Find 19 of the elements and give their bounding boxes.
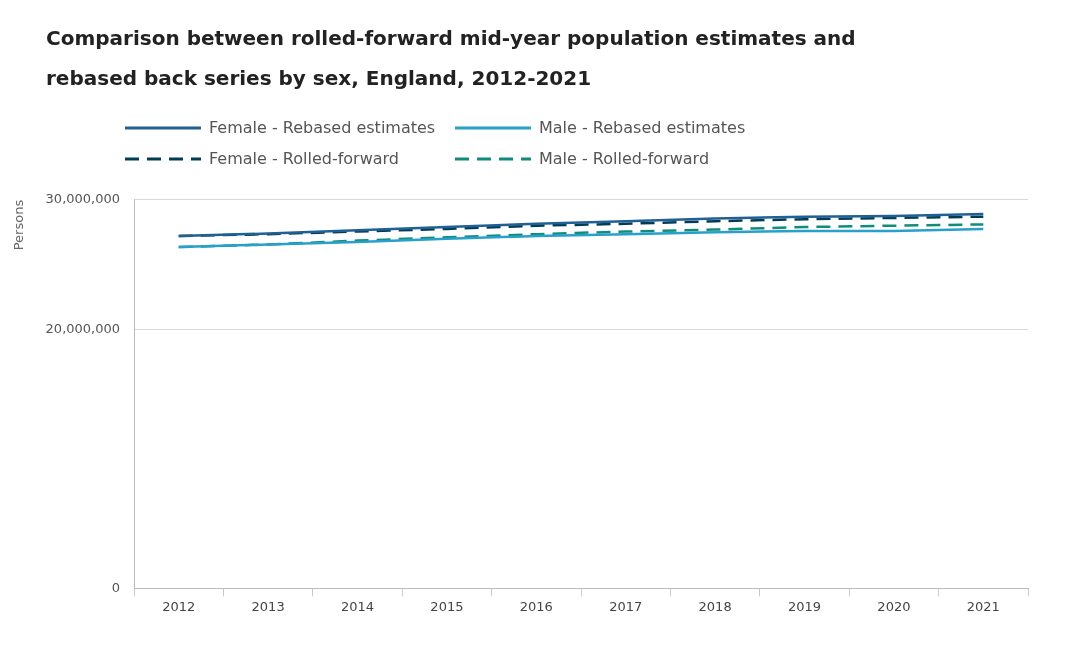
legend-label: Female - Rolled-forward [209, 149, 399, 168]
legend-label: Female - Rebased estimates [209, 118, 436, 137]
x-tick-label: 2015 [430, 598, 464, 614]
y-tick-label: 30,000,000 [45, 191, 121, 207]
x-tick-label: 2014 [340, 598, 375, 614]
x-tick-label: 2018 [698, 598, 732, 614]
x-tick-label: 2020 [877, 598, 911, 614]
chart-title: Comparison between rolled-forward mid-year population estimates and rebased back series by sex, England, 2012-2021 [46, 25, 857, 92]
legend-label: Male - Rebased estimates [539, 118, 746, 137]
x-tick-label: 2013 [251, 598, 285, 614]
y-tick-label: 0 [111, 579, 121, 595]
x-tick-label: 2017 [609, 598, 643, 614]
x-tick-label: 2012 [162, 598, 196, 614]
x-tick-label: 2019 [787, 598, 822, 614]
x-tick-label: 2016 [519, 598, 553, 614]
x-tick-label: 2021 [966, 598, 1000, 614]
y-axis-title: Persons [11, 199, 27, 251]
legend-label: Male - Rolled-forward [539, 149, 710, 168]
y-tick-label: 20,000,000 [45, 320, 121, 336]
